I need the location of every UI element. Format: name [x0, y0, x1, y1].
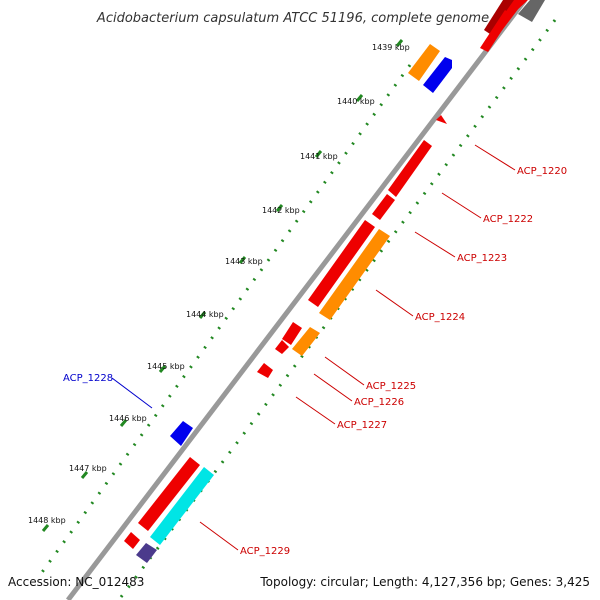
gene-label-acp-1220[interactable]: ACP_1220	[517, 166, 567, 177]
tick-label-1448: 1448 kbp	[28, 516, 66, 525]
gene-feature-acp-1227[interactable]	[257, 363, 273, 378]
tick-label-1440: 1440 kbp	[337, 97, 375, 106]
tick-mark	[314, 150, 323, 158]
gene-leader-lines	[111, 144, 516, 551]
tick-mark	[238, 256, 247, 264]
leader-line-acp-1220	[474, 144, 516, 171]
gene-feature[interactable]	[423, 57, 452, 93]
gene-feature-acp-1222[interactable]	[372, 194, 395, 220]
gene-feature[interactable]	[480, 10, 512, 52]
gene-feature[interactable]	[124, 532, 140, 549]
tick-label-1441: 1441 kbp	[300, 152, 338, 161]
tick-label-1445: 1445 kbp	[147, 362, 185, 371]
tick-label-1444: 1444 kbp	[186, 310, 224, 319]
gene-feature-acp-1226[interactable]	[292, 327, 320, 356]
tick-mark	[41, 524, 50, 532]
gene-feature[interactable]	[518, 0, 545, 22]
genome-summary-text: Topology: circular; Length: 4,127,356 bp…	[259, 575, 590, 589]
genome-backbone	[66, 0, 527, 600]
tick-label-1446: 1446 kbp	[109, 414, 147, 423]
leader-line-acp-1228	[111, 377, 153, 409]
gene-feature[interactable]	[484, 0, 514, 34]
gene-label-acp-1225[interactable]: ACP_1225	[366, 381, 416, 392]
gene-label-acp-1222[interactable]: ACP_1222	[483, 214, 533, 225]
gene-label-acp-1224[interactable]: ACP_1224	[415, 312, 465, 323]
tick-label-1447: 1447 kbp	[69, 464, 107, 473]
leader-line-acp-1225	[324, 356, 365, 386]
gene-label-acp-1223[interactable]: ACP_1223	[457, 253, 507, 264]
tick-mark	[119, 419, 128, 427]
gene-label-acp-1229[interactable]: ACP_1229	[240, 546, 290, 557]
leader-line-acp-1222	[441, 192, 482, 219]
leader-line-acp-1227	[295, 396, 336, 425]
gene-feature-acp-1224[interactable]	[308, 220, 375, 307]
tick-label-1439: 1439 kbp	[372, 43, 410, 52]
leader-line-acp-1229	[199, 521, 239, 551]
outer-dotted-track	[38, 64, 412, 576]
gene-feature[interactable]	[436, 115, 447, 124]
gene-label-acp-1226[interactable]: ACP_1226	[354, 397, 404, 408]
tick-label-1443: 1443 kbp	[225, 257, 263, 266]
tick-mark	[158, 365, 167, 373]
gene-label-acp-1228[interactable]: ACP_1228	[63, 373, 113, 384]
gene-feature[interactable]	[510, 0, 528, 12]
tick-marks	[41, 39, 404, 532]
accession-text: Accession: NC_012483	[8, 575, 144, 589]
gene-feature-acp-1229-cyan[interactable]	[150, 467, 214, 545]
tick-mark	[395, 39, 404, 47]
tick-label-1442: 1442 kbp	[262, 206, 300, 215]
leader-line-acp-1226	[313, 373, 353, 402]
gene-feature-acp-1228[interactable]	[170, 421, 193, 446]
gene-feature-acp-1229[interactable]	[138, 457, 200, 531]
tick-mark	[355, 94, 364, 102]
tick-mark	[80, 471, 89, 479]
tick-mark	[275, 204, 284, 212]
map-title: Acidobacterium capsulatum ATCC 51196, co…	[96, 11, 489, 26]
gene-feature-acp-1225b[interactable]	[275, 340, 289, 354]
gene-feature-acp-1225[interactable]	[282, 322, 302, 345]
gene-label-acp-1227[interactable]: ACP_1227	[337, 420, 387, 431]
gene-feature[interactable]	[408, 44, 440, 81]
leader-line-acp-1224	[375, 289, 414, 317]
leader-line-acp-1223	[414, 231, 456, 258]
tick-mark	[198, 311, 207, 319]
gene-feature-acp-1220[interactable]	[388, 140, 432, 197]
gene-feature[interactable]	[136, 543, 157, 563]
gene-feature-acp-1223[interactable]	[319, 229, 390, 320]
